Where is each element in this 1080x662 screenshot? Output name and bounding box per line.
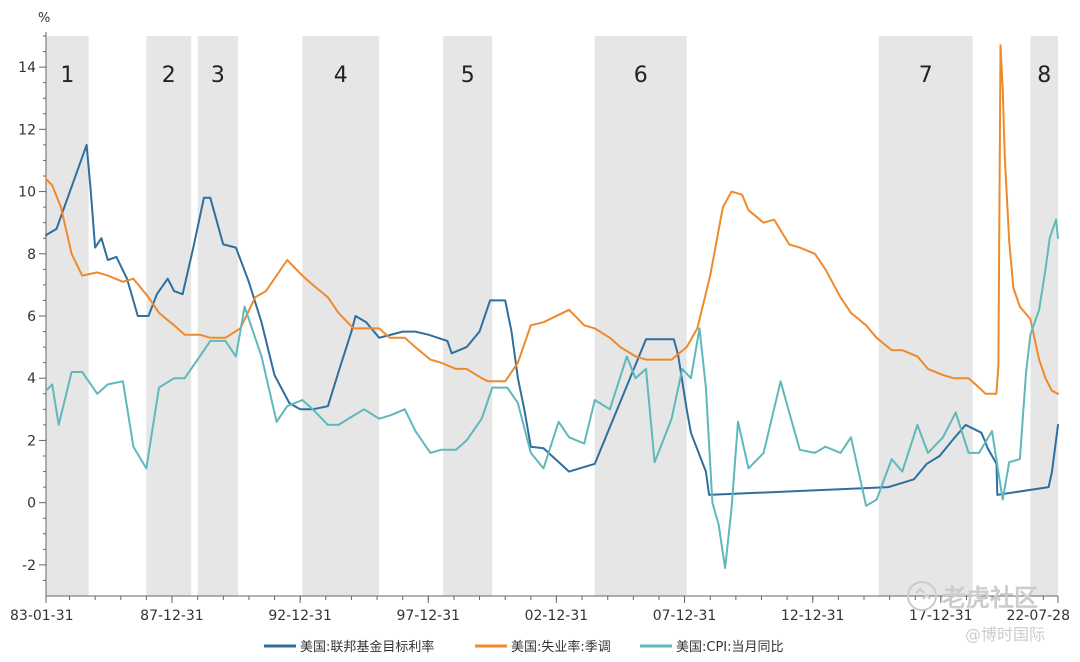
shaded-period-2 xyxy=(146,36,192,596)
shaded-period-label-1: 1 xyxy=(60,63,74,88)
shaded-period-label-6: 6 xyxy=(634,63,648,88)
shaded-period-7 xyxy=(878,36,973,596)
y-tick-label: 10 xyxy=(18,185,36,201)
legend-label-cpi-yoy: 美国:CPI:当月同比 xyxy=(676,640,784,655)
y-tick-label: 14 xyxy=(18,60,36,76)
y-tick-label: 12 xyxy=(18,122,36,138)
shaded-period-1 xyxy=(46,36,89,596)
shaded-period-label-3: 3 xyxy=(211,63,225,88)
shaded-period-label-8: 8 xyxy=(1037,63,1051,88)
shaded-period-label-7: 7 xyxy=(919,63,933,88)
series-lines xyxy=(45,44,1059,569)
legend: 美国:联邦基金目标利率 美国:失业率:季调 美国:CPI:当月同比 xyxy=(264,639,784,655)
shaded-periods: 1 2 3 4 5 6 7 8 xyxy=(46,36,1058,596)
series-line-cpi-yoy xyxy=(45,218,1059,569)
x-tick-label: 02-12-31 xyxy=(525,608,589,624)
y-tick-label: -2 xyxy=(22,558,36,574)
x-tick-label: 97-12-31 xyxy=(396,608,460,624)
x-tick-label: 92-12-31 xyxy=(268,608,332,624)
y-tick-label: 8 xyxy=(27,247,36,263)
watermark: 老虎社区 @博时国际 xyxy=(907,581,1045,644)
y-tick-label: 4 xyxy=(27,371,36,387)
x-tick-label: 07-12-31 xyxy=(653,608,717,624)
x-tick-label: 87-12-31 xyxy=(140,608,204,624)
legend-label-unemployment-rate: 美国:失业率:季调 xyxy=(511,639,611,655)
shaded-period-label-5: 5 xyxy=(461,63,475,88)
y-axis-unit-label: % xyxy=(38,11,50,26)
x-tick-label: 83-01-31 xyxy=(10,608,74,624)
watermark-author-text: @博时国际 xyxy=(965,625,1045,644)
x-tick-label: 22-07-28 xyxy=(1006,608,1070,624)
x-tick-label: 17-12-31 xyxy=(909,608,973,624)
series-line-fed-funds-rate xyxy=(45,143,1059,496)
shaded-period-3 xyxy=(197,36,239,596)
y-tick-label: 0 xyxy=(27,496,36,512)
y-tick-label: 2 xyxy=(27,433,36,449)
watermark-brand-text: 老虎社区 xyxy=(942,584,1038,612)
shaded-period-label-2: 2 xyxy=(162,63,176,88)
x-tick-label: 12-12-31 xyxy=(781,608,845,624)
tiger-logo-icon xyxy=(907,581,937,611)
series-line-unemployment-rate xyxy=(45,44,1059,395)
legend-label-fed-funds-rate: 美国:联邦基金目标利率 xyxy=(300,639,434,655)
shaded-period-8 xyxy=(1030,36,1058,596)
y-tick-label: 6 xyxy=(27,309,36,325)
shaded-period-6 xyxy=(594,36,687,596)
shaded-period-label-4: 4 xyxy=(334,63,348,88)
